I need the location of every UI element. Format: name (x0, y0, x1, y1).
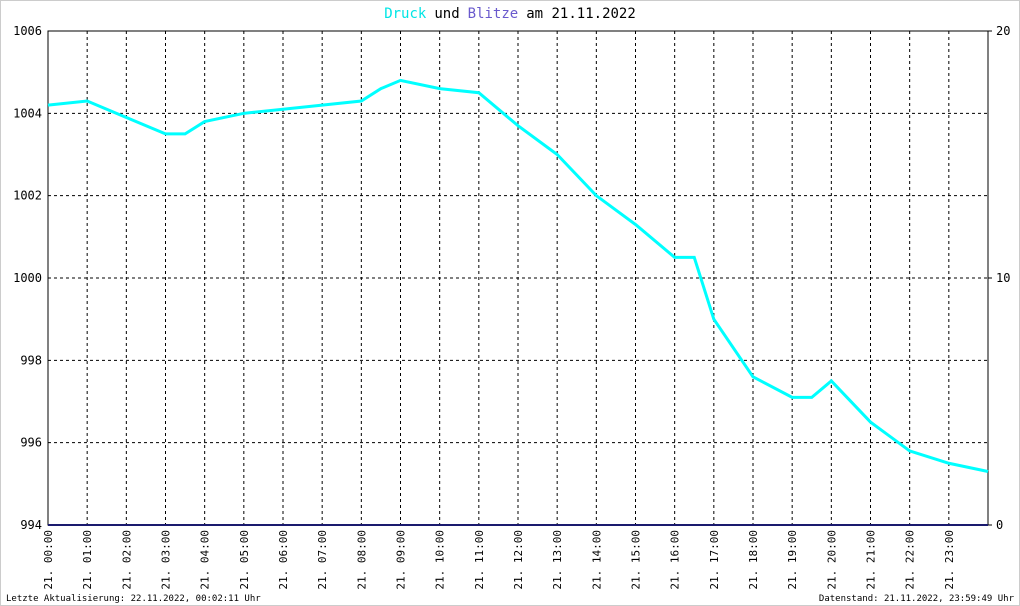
x-tick-label: 21. 19:00 (786, 530, 799, 590)
x-tick-label: 21. 17:00 (708, 530, 721, 590)
x-tick-label: 21. 01:00 (81, 530, 94, 590)
x-tick-label: 21. 22:00 (904, 530, 917, 590)
title-part: und (434, 6, 459, 22)
title-part: Blitze (468, 6, 519, 22)
x-tick-label: 21. 12:00 (512, 530, 525, 590)
y-tick-label: 1000 (13, 271, 42, 285)
footer-right: Datenstand: 21.11.2022, 23:59:49 Uhr (819, 594, 1015, 604)
x-tick-label: 21. 15:00 (630, 530, 643, 590)
title-part: Druck (384, 6, 427, 22)
x-tick-label: 21. 13:00 (551, 530, 564, 590)
x-tick-label: 21. 08:00 (355, 530, 368, 590)
x-tick-label: 21. 04:00 (199, 530, 212, 590)
title-part: am 21.11.2022 (526, 6, 636, 22)
x-tick-label: 21. 07:00 (316, 530, 329, 590)
x-tick-label: 21. 03:00 (160, 530, 173, 590)
x-tick-label: 21. 18:00 (747, 530, 760, 590)
y-tick-label: 998 (20, 353, 42, 367)
x-tick-label: 21. 06:00 (277, 530, 290, 590)
y2-tick-label: 0 (996, 518, 1003, 532)
x-tick-label: 21. 02:00 (120, 530, 133, 590)
y2-tick-label: 10 (996, 271, 1010, 285)
y2-tick-label: 20 (996, 24, 1010, 38)
x-tick-label: 21. 20:00 (825, 530, 838, 590)
y-tick-label: 1004 (13, 106, 42, 120)
x-tick-label: 21. 16:00 (669, 530, 682, 590)
x-tick-label: 21. 23:00 (943, 530, 956, 590)
x-tick-label: 21. 05:00 (238, 530, 251, 590)
x-tick-label: 21. 09:00 (395, 530, 408, 590)
x-tick-label: 21. 14:00 (590, 530, 603, 590)
y-tick-label: 1006 (13, 24, 42, 38)
x-tick-label: 21. 00:00 (42, 530, 55, 590)
y-tick-label: 994 (20, 518, 42, 532)
y-tick-label: 996 (20, 436, 42, 450)
x-tick-label: 21. 10:00 (434, 530, 447, 590)
y-tick-label: 1002 (13, 189, 42, 203)
chart-title: Druck und Blitze am 21.11.2022 (384, 6, 636, 22)
x-tick-label: 21. 11:00 (473, 530, 486, 590)
footer-left: Letzte Aktualisierung: 22.11.2022, 00:02… (6, 594, 261, 604)
x-tick-label: 21. 21:00 (865, 530, 878, 590)
series-line (47, 78, 989, 473)
